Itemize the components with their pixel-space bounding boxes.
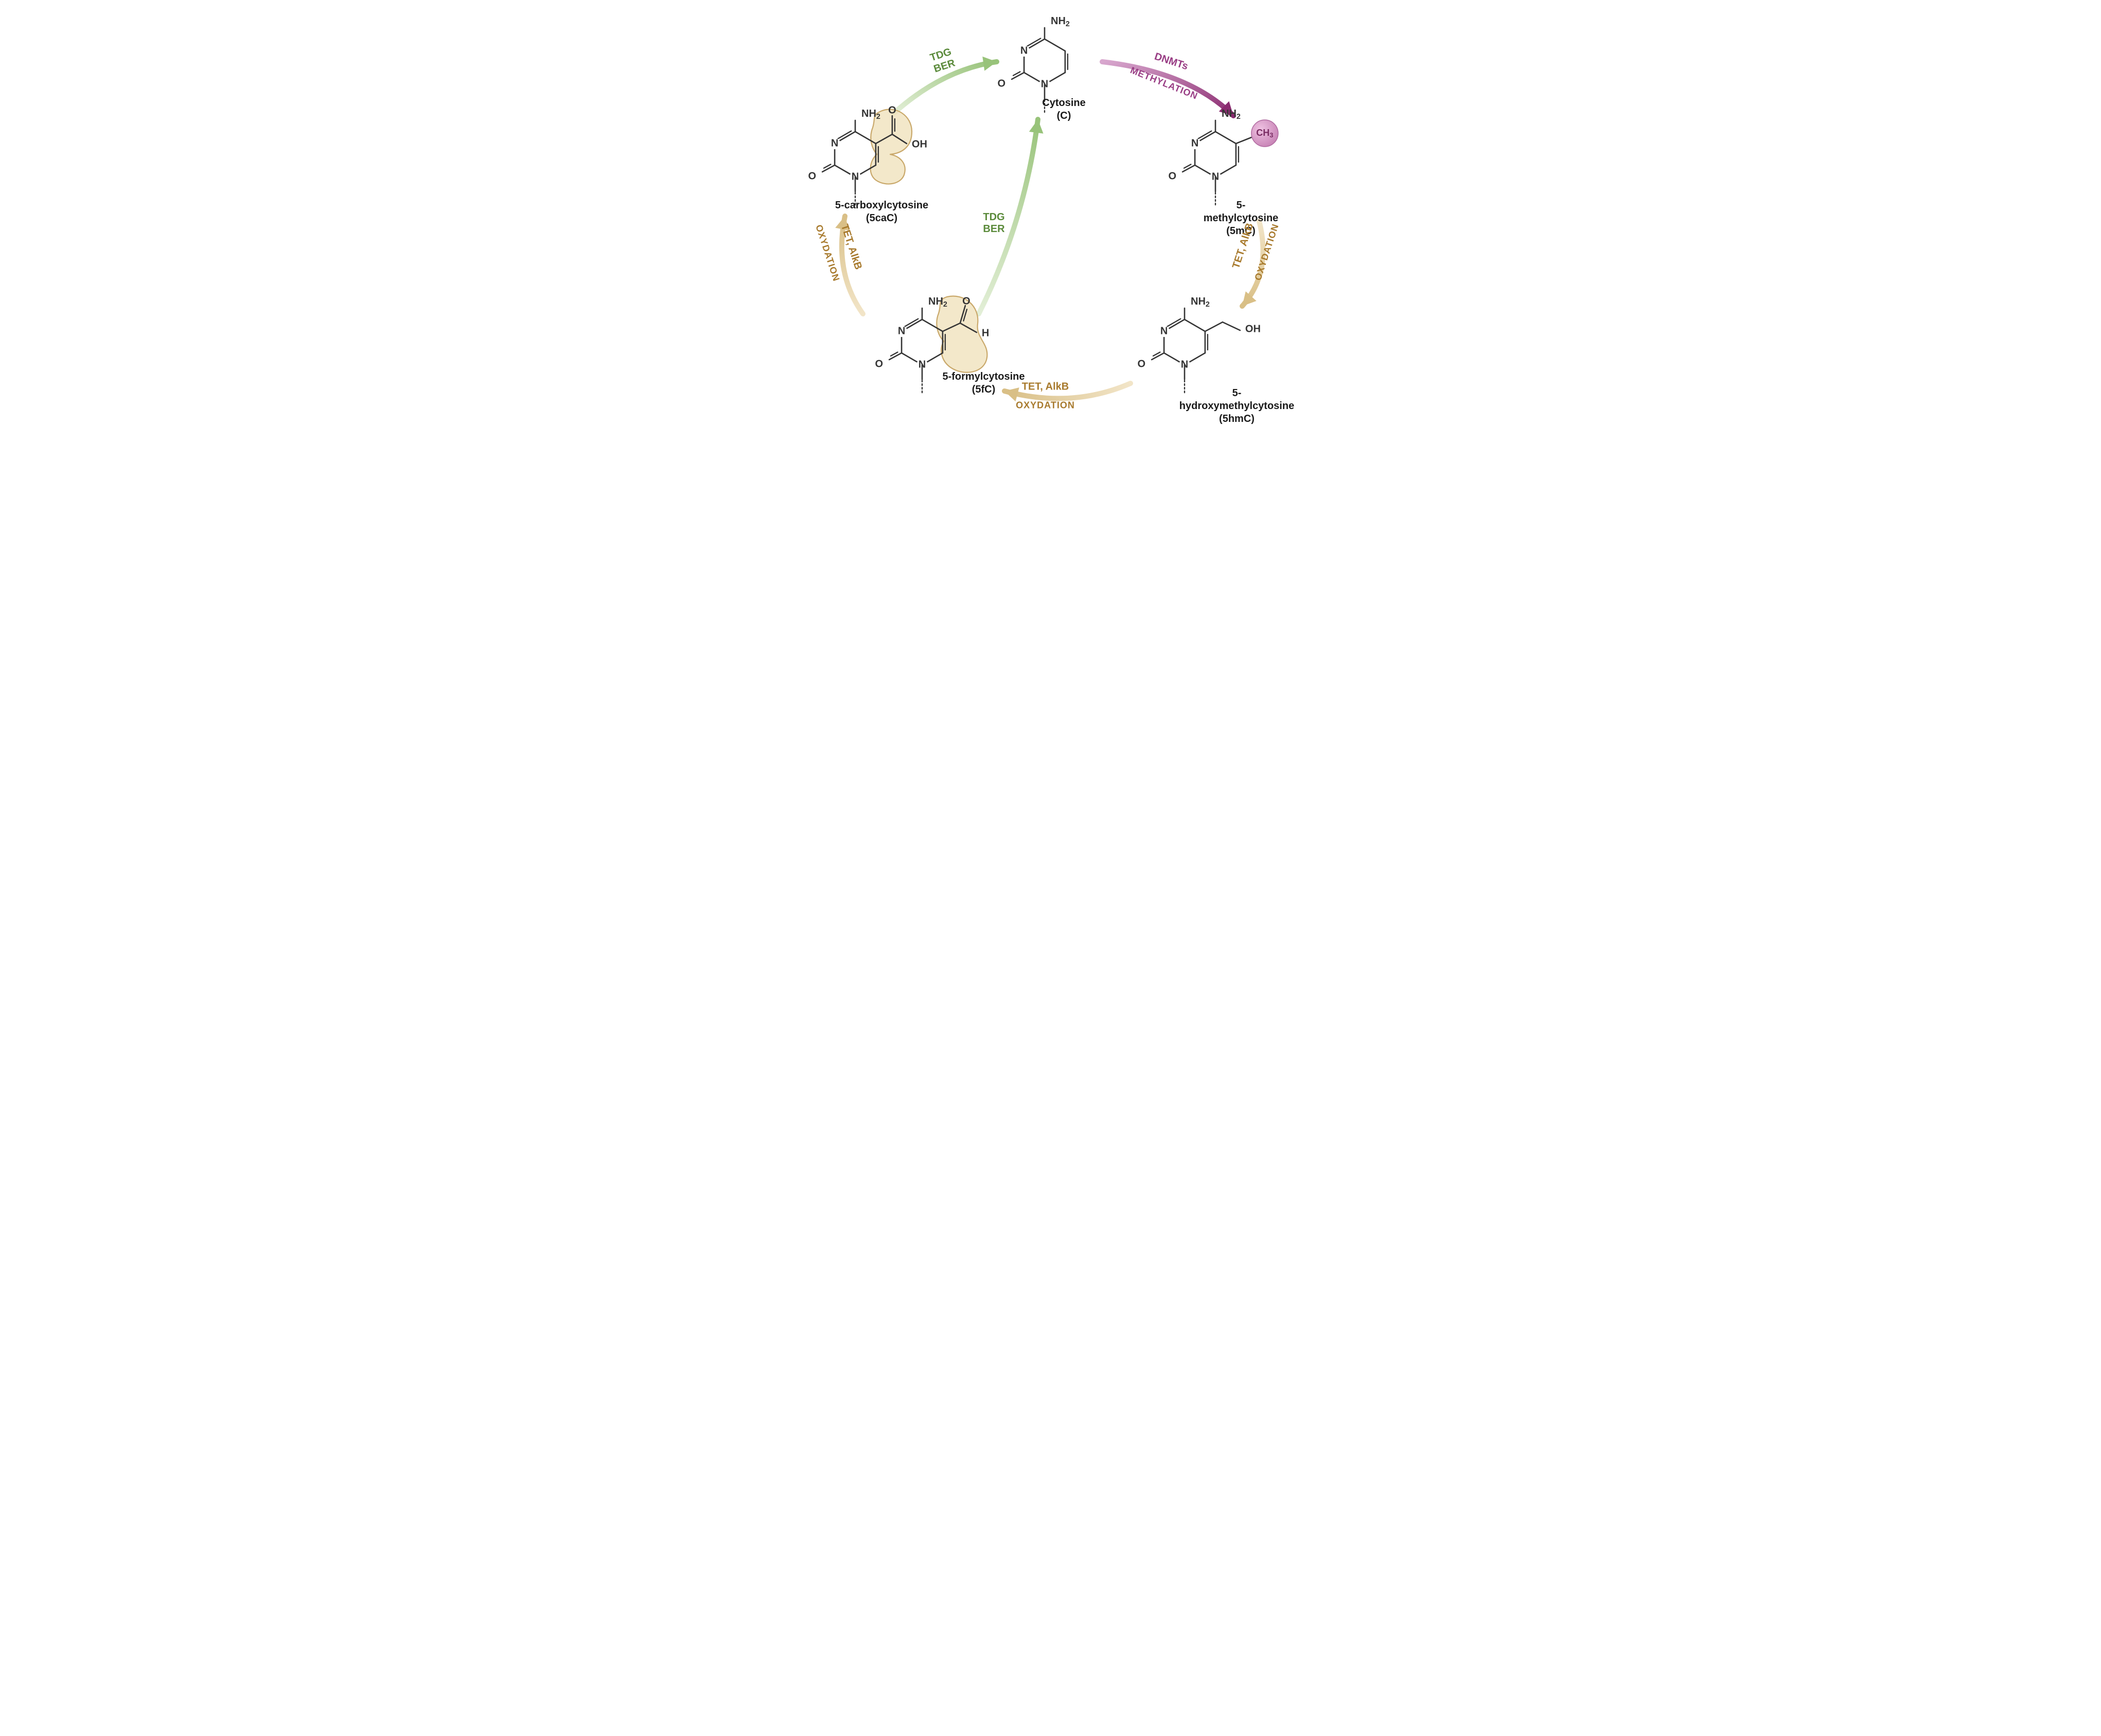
svg-text:NH2: NH2 <box>1051 15 1070 28</box>
svg-text:O: O <box>1137 358 1145 369</box>
svg-text:N: N <box>1191 137 1198 149</box>
molecule-5caC: NNONH2OOH <box>808 104 927 205</box>
svg-text:H: H <box>981 327 988 339</box>
molecule-title: 5-formylcytosine <box>942 370 1025 383</box>
svg-text:N: N <box>1160 325 1167 336</box>
svg-text:O: O <box>997 78 1005 89</box>
svg-text:OH: OH <box>1245 323 1260 334</box>
svg-text:O: O <box>808 170 816 182</box>
highlight-blobs-layer <box>870 109 987 372</box>
molecule-abbr: (5fC) <box>942 383 1025 396</box>
svg-text:OH: OH <box>911 138 927 150</box>
molecule-title: 5-hydroxymethylcytosine <box>1179 387 1294 413</box>
molecule-title: Cytosine <box>1042 97 1085 110</box>
molecule-5caC-label: 5-carboxylcytosine(5caC) <box>835 199 928 225</box>
molecule-5fC-label: 5-formylcytosine(5fC) <box>942 370 1025 396</box>
arr-5fC-C-enzyme-label: TDG BER <box>983 211 1004 235</box>
molecule-C-label: Cytosine(C) <box>1042 97 1085 122</box>
molecule-5hmC-label: 5-hydroxymethylcytosine(5hmC) <box>1179 387 1294 426</box>
svg-text:O: O <box>888 104 896 116</box>
svg-text:NH2: NH2 <box>861 108 880 121</box>
diagram-stage: NNONH2NNONH2CH3NNONH2OHNNONH2OHNNONH2OOH… <box>793 0 1308 425</box>
molecule-abbr: (5hmC) <box>1179 413 1294 426</box>
molecule-5hmC: NNONH2OH <box>1137 296 1260 393</box>
molecule-abbr: (C) <box>1042 110 1085 122</box>
molecule-title: 5-carboxylcytosine <box>835 199 928 212</box>
svg-text:N: N <box>831 137 838 149</box>
svg-text:N: N <box>897 325 905 336</box>
molecule-title: 5-methylcytosine <box>1204 199 1279 225</box>
arr-5hmC-5fC-process-label: OXYDATION <box>1016 400 1075 411</box>
arr-5hmC-5fC-enzyme-label: TET, AlkB <box>1022 381 1069 393</box>
svg-text:NH2: NH2 <box>1191 296 1210 309</box>
svg-text:O: O <box>962 295 970 307</box>
svg-text:N: N <box>1020 45 1027 56</box>
svg-text:O: O <box>875 358 883 369</box>
svg-text:NH2: NH2 <box>1222 108 1241 121</box>
molecule-5mC: NNONH2CH3 <box>1168 108 1278 205</box>
svg-text:O: O <box>1168 170 1176 182</box>
